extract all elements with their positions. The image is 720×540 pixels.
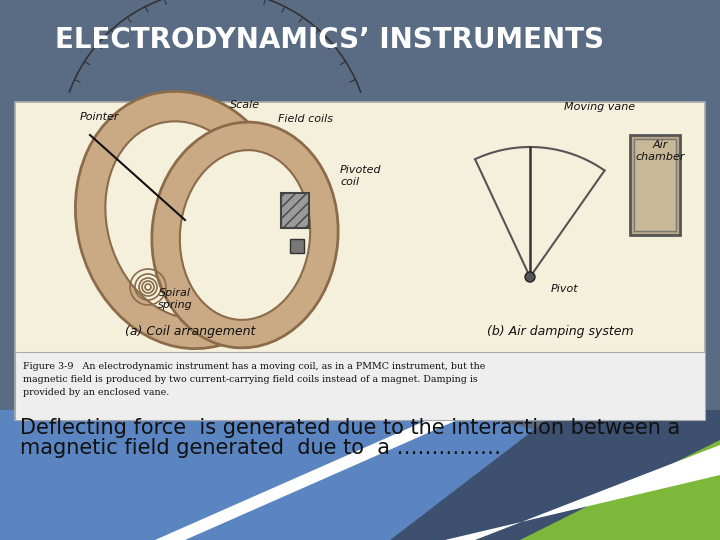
Ellipse shape: [76, 91, 294, 349]
Ellipse shape: [180, 150, 310, 320]
Text: Deflecting force  is generated due to the interaction between a: Deflecting force is generated due to the…: [20, 418, 680, 438]
Text: Pointer: Pointer: [80, 112, 120, 122]
Circle shape: [525, 272, 535, 282]
Text: Field coils: Field coils: [277, 114, 333, 124]
Text: magnetic field generated  due to  a ……………: magnetic field generated due to a ……………: [20, 438, 501, 458]
Text: ELECTRODYNAMICS’ INSTRUMENTS: ELECTRODYNAMICS’ INSTRUMENTS: [55, 26, 604, 54]
Ellipse shape: [105, 122, 265, 319]
Bar: [634, 139, 676, 231]
Ellipse shape: [152, 122, 338, 348]
Polygon shape: [390, 410, 720, 540]
Polygon shape: [520, 440, 720, 540]
Text: Air
chamber: Air chamber: [635, 140, 685, 162]
Polygon shape: [155, 410, 480, 540]
Text: Pivot: Pivot: [552, 284, 579, 294]
Text: Figure 3-9   An electrodynamic instrument has a moving coil, as in a PMMC instru: Figure 3-9 An electrodynamic instrument …: [23, 362, 485, 397]
Bar: [290, 239, 304, 253]
Bar: [15, 102, 705, 420]
Polygon shape: [0, 410, 720, 540]
Text: Scale: Scale: [230, 100, 260, 110]
Text: (b) Air damping system: (b) Air damping system: [487, 325, 634, 338]
Polygon shape: [445, 445, 720, 540]
Bar: [630, 135, 680, 235]
Text: (a) Coil arrangement: (a) Coil arrangement: [125, 325, 255, 338]
Text: Spiral
spring: Spiral spring: [158, 288, 192, 310]
Text: Moving vane: Moving vane: [564, 102, 636, 112]
Text: Pivoted
coil: Pivoted coil: [340, 165, 382, 187]
Bar: [281, 192, 309, 227]
Bar: [15, 352, 705, 420]
